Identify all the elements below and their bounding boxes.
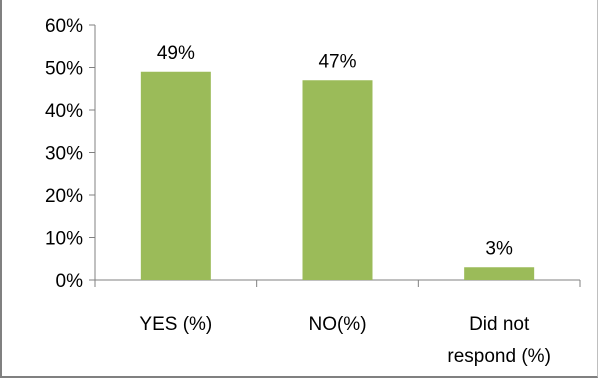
y-tick-label: 60% (45, 16, 83, 37)
bar (140, 71, 211, 280)
y-tick-label: 0% (56, 271, 84, 292)
y-tick-label: 30% (45, 144, 83, 165)
data-label: 49% (157, 43, 195, 64)
bar (464, 267, 535, 280)
category-label: YES (%) (139, 314, 212, 335)
y-tick-label: 20% (45, 186, 83, 207)
y-tick-label: 50% (45, 59, 83, 80)
category-label: respond (%) (447, 346, 551, 367)
category-label: Did not (469, 314, 530, 335)
bar (302, 80, 373, 280)
y-tick-label: 10% (45, 229, 83, 250)
data-label: 47% (318, 51, 356, 72)
y-tick-label: 40% (45, 101, 83, 122)
category-label: NO(%) (308, 314, 366, 335)
data-label: 3% (485, 238, 513, 259)
